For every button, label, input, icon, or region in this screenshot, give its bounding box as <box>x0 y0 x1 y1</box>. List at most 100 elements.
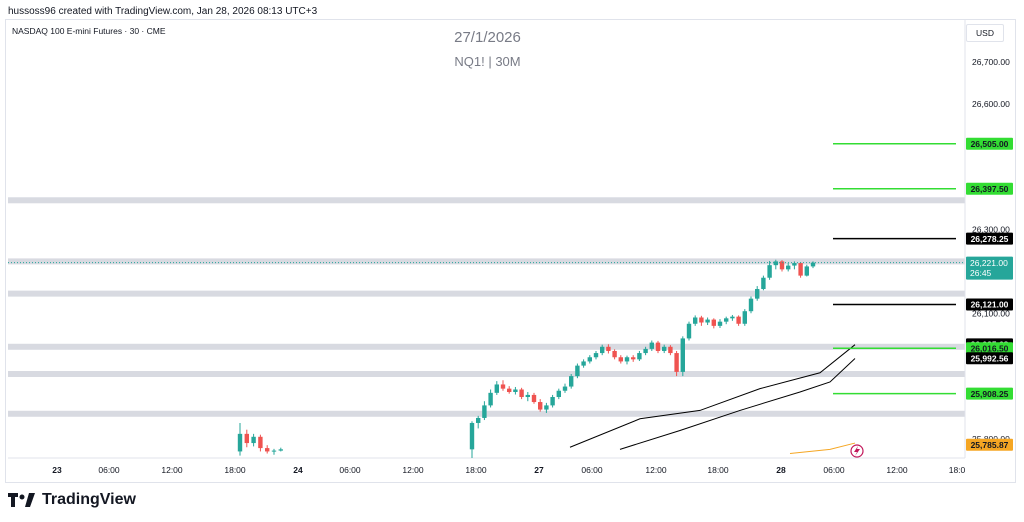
price-level-label-5: 26,016.50 <box>971 343 1009 353</box>
x-tick-label-15: 18:0 <box>949 465 966 475</box>
candle-body-6 <box>278 449 283 451</box>
candle-body-58 <box>786 265 791 270</box>
x-tick-label-8: 27 <box>534 465 544 475</box>
candle-body-42 <box>686 323 692 339</box>
average-line-1 <box>619 358 856 450</box>
candle-body-40 <box>674 353 679 372</box>
price-level-label-6: 25,992.56 <box>971 353 1009 363</box>
candle-body-33 <box>631 357 636 360</box>
candle-body-44 <box>699 317 704 323</box>
candle-body-43 <box>693 317 698 324</box>
price-level-label-0: 26,505.00 <box>971 139 1009 149</box>
bar-countdown-label: 26:45 <box>970 268 992 278</box>
candle-body-35 <box>643 348 648 354</box>
candle-body-12 <box>500 384 506 389</box>
candle-body-21 <box>556 390 561 398</box>
price-level-tag-1 <box>966 182 1013 195</box>
price-level-label-2: 26,278.25 <box>971 234 1009 244</box>
chart-title-symbol: NQ1! | 30M <box>454 54 521 69</box>
candle-body-53 <box>755 289 760 299</box>
candle-body-0 <box>237 433 243 452</box>
candle-body-45 <box>705 319 710 323</box>
candle-body-49 <box>730 316 735 319</box>
candle-body-22 <box>562 386 568 391</box>
candle-body-11 <box>494 384 499 393</box>
x-tick-label-10: 12:00 <box>645 465 667 475</box>
price-level-tag-0 <box>966 137 1013 150</box>
currency-selector[interactable]: USD <box>966 24 1004 42</box>
candle-body-2 <box>251 436 256 444</box>
candle-body-27 <box>593 353 599 358</box>
candle-body-47 <box>717 321 723 326</box>
candle-body-26 <box>587 357 592 362</box>
candle-body-41 <box>680 338 685 372</box>
price-level-tag-8 <box>966 438 1013 451</box>
x-tick-label-1: 06:00 <box>98 465 120 475</box>
price-level-label-3: 26,121.00 <box>971 300 1009 310</box>
candle-body-36 <box>649 342 654 349</box>
candle-body-37 <box>655 342 661 351</box>
price-level-tag-6 <box>966 352 1013 365</box>
candle-body-23 <box>569 376 574 387</box>
candle-body-17 <box>531 394 537 403</box>
x-tick-label-6: 12:00 <box>402 465 424 475</box>
candle-body-54 <box>761 277 766 290</box>
candle-body-61 <box>804 266 809 276</box>
candle-body-57 <box>779 261 785 270</box>
candle-body-8 <box>476 417 481 423</box>
candle-body-3 <box>258 436 263 449</box>
candle-body-28 <box>600 346 605 354</box>
candle-body-50 <box>736 316 741 324</box>
x-tick-label-2: 12:00 <box>161 465 183 475</box>
x-tick-label-3: 18:00 <box>224 465 246 475</box>
zone-band-4 <box>8 370 965 377</box>
created-by-line: hussoss96 created with TradingView.com, … <box>8 6 318 17</box>
zone-band-1 <box>8 258 965 265</box>
x-tick-label-4: 24 <box>293 465 303 475</box>
price-level-tag-2 <box>966 232 1013 245</box>
y-tick-label-3: 26,100.00 <box>972 308 1010 318</box>
candle-body-5 <box>271 450 277 452</box>
price-level-label-1: 26,397.50 <box>971 184 1009 194</box>
y-tick-label-2: 26,300.00 <box>972 225 1010 235</box>
candle-body-62 <box>810 262 816 267</box>
candle-body-19 <box>544 405 549 410</box>
candle-body-30 <box>612 350 617 358</box>
chart-title-date: 27/1/2026 <box>454 29 521 46</box>
candle-body-55 <box>767 265 772 278</box>
candle-body-29 <box>606 346 611 351</box>
current-price-tag <box>966 256 1013 280</box>
candle-body-14 <box>513 389 518 392</box>
average-line-0 <box>569 344 856 448</box>
candle-body-32 <box>624 357 630 362</box>
candle-body-1 <box>244 433 249 444</box>
current-price-label: 26,221.00 <box>970 258 1008 268</box>
chart-frame <box>5 19 1016 483</box>
price-level-tag-5 <box>966 342 1013 355</box>
candle-body-52 <box>748 298 754 312</box>
x-tick-label-13: 06:00 <box>823 465 845 475</box>
candle-body-51 <box>742 311 747 324</box>
tradingview-brand: TradingView <box>8 491 136 509</box>
x-tick-label-12: 28 <box>776 465 786 475</box>
candle-body-56 <box>773 261 778 266</box>
x-tick-label-5: 06:00 <box>339 465 361 475</box>
symbol-line: NASDAQ 100 E-mini Futures · 30 · CME <box>12 26 166 36</box>
x-tick-label-11: 18:00 <box>707 465 729 475</box>
candle-body-25 <box>581 361 586 366</box>
zone-band-0 <box>8 197 965 204</box>
tradingview-logo-icon <box>8 493 35 507</box>
y-tick-label-0: 26,700.00 <box>972 57 1010 67</box>
candle-body-48 <box>724 318 729 322</box>
x-tick-label-7: 18:00 <box>465 465 487 475</box>
brand-name: TradingView <box>42 491 136 508</box>
candle-body-4 <box>265 448 270 452</box>
candle-body-34 <box>637 353 642 360</box>
zone-band-3 <box>8 343 965 350</box>
candle-body-39 <box>668 346 673 354</box>
candle-body-13 <box>507 388 512 392</box>
candle-body-16 <box>525 394 530 398</box>
candle-body-20 <box>550 397 555 406</box>
price-level-label-8: 25,785.87 <box>971 440 1009 450</box>
